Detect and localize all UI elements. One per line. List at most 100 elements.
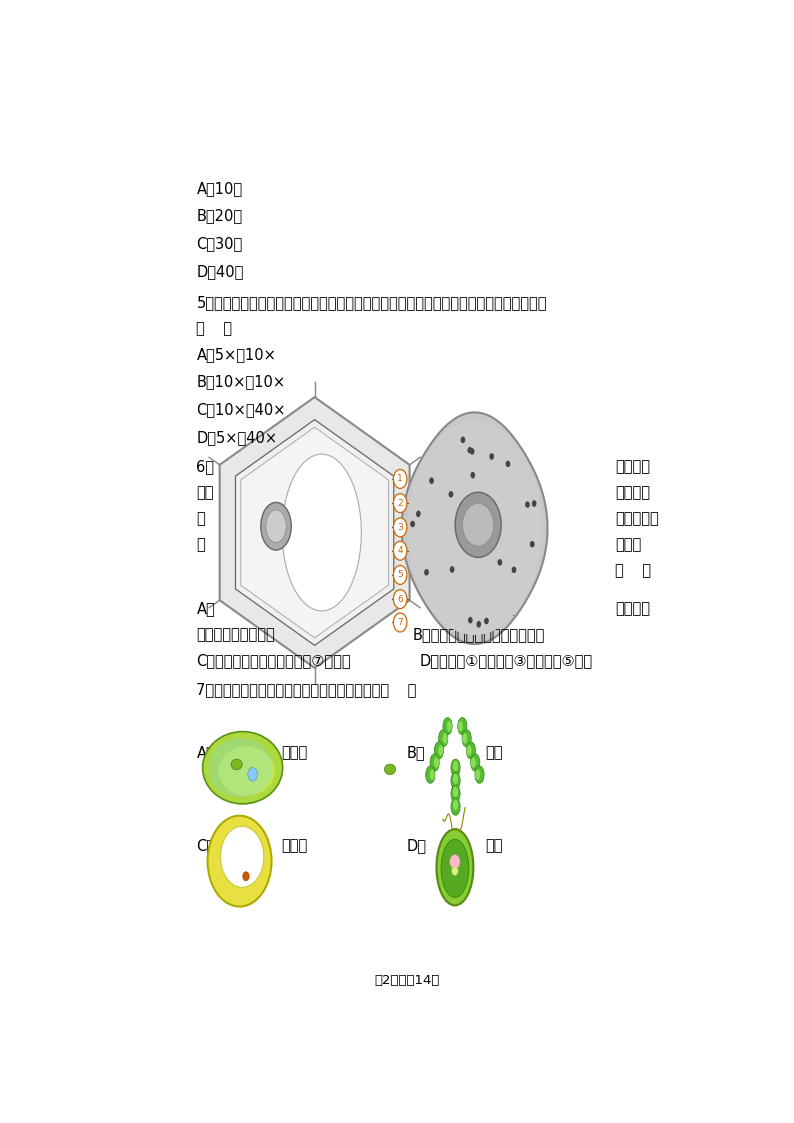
Text: B．两种细胞的分裂过程完全相同: B．两种细胞的分裂过程完全相同	[413, 627, 545, 642]
Text: 3: 3	[397, 523, 403, 532]
Circle shape	[393, 565, 407, 584]
Circle shape	[393, 541, 407, 560]
Text: D．5×、40×: D．5×、40×	[196, 430, 278, 445]
Text: A．: A．	[196, 601, 215, 617]
Ellipse shape	[209, 738, 272, 797]
Text: B．10×、10×: B．10×、10×	[196, 375, 286, 390]
Circle shape	[393, 469, 407, 489]
Text: 6．: 6．	[196, 459, 214, 474]
Ellipse shape	[462, 733, 468, 743]
Ellipse shape	[471, 757, 476, 768]
Circle shape	[393, 590, 407, 609]
Ellipse shape	[462, 730, 471, 747]
Ellipse shape	[451, 759, 461, 776]
Ellipse shape	[260, 502, 291, 550]
Ellipse shape	[434, 757, 439, 768]
Text: 乙两种细: 乙两种细	[615, 485, 650, 500]
Ellipse shape	[282, 454, 361, 611]
Ellipse shape	[447, 721, 452, 731]
Text: D．40条: D．40条	[196, 264, 244, 279]
Text: 的叙述，不: 的叙述，不	[615, 511, 659, 527]
Ellipse shape	[475, 766, 484, 784]
Ellipse shape	[407, 421, 542, 634]
Ellipse shape	[489, 453, 494, 459]
Circle shape	[393, 518, 407, 537]
Ellipse shape	[449, 491, 453, 497]
Ellipse shape	[207, 815, 272, 906]
Polygon shape	[402, 412, 548, 643]
Text: 5: 5	[397, 570, 403, 579]
Ellipse shape	[218, 747, 275, 796]
Ellipse shape	[506, 460, 511, 467]
Ellipse shape	[430, 769, 434, 779]
Circle shape	[248, 767, 257, 780]
Text: （    ）: （ ）	[196, 321, 233, 336]
Ellipse shape	[442, 733, 448, 743]
Text: 2: 2	[397, 499, 403, 508]
Ellipse shape	[530, 541, 534, 547]
Ellipse shape	[450, 566, 454, 573]
Ellipse shape	[458, 721, 463, 731]
Ellipse shape	[471, 472, 475, 478]
Ellipse shape	[525, 501, 530, 508]
Ellipse shape	[455, 492, 501, 557]
Circle shape	[449, 855, 460, 869]
Text: 6: 6	[397, 594, 403, 603]
Text: 正: 正	[196, 537, 205, 553]
Text: （    ）: （ ）	[615, 563, 651, 578]
Text: 酵母菌: 酵母菌	[281, 838, 307, 853]
Text: 甲: 甲	[336, 601, 345, 617]
Text: C．二者都有能量转换器－－⑦线粒体: C．二者都有能量转换器－－⑦线粒体	[196, 652, 351, 668]
Text: D．乙没有①细胞壁、③叶绿体和⑤液泡: D．乙没有①细胞壁、③叶绿体和⑤液泡	[419, 652, 592, 668]
Text: 4: 4	[397, 546, 403, 555]
Text: A．10条: A．10条	[196, 181, 243, 195]
Text: 5．你用显微镜观察洋葱表皮细胞，下列目镜和物镜组合中，所看到细胞个体最小的组合是: 5．你用显微镜观察洋葱表皮细胞，下列目镜和物镜组合中，所看到细胞个体最小的组合是	[196, 295, 547, 310]
Circle shape	[221, 827, 264, 887]
Ellipse shape	[410, 521, 415, 527]
Text: C．10×、40×: C．10×、40×	[196, 402, 286, 418]
Text: C．30条: C．30条	[196, 236, 243, 252]
Text: 甲是植物: 甲是植物	[615, 601, 650, 617]
Ellipse shape	[471, 754, 480, 772]
Text: 草履虫: 草履虫	[281, 745, 307, 759]
Ellipse shape	[461, 437, 465, 444]
Ellipse shape	[532, 500, 537, 506]
Ellipse shape	[434, 742, 444, 759]
Ellipse shape	[451, 785, 461, 802]
Text: 7: 7	[397, 618, 403, 627]
Ellipse shape	[438, 730, 448, 747]
Ellipse shape	[231, 759, 242, 769]
Circle shape	[243, 871, 249, 880]
Polygon shape	[220, 398, 410, 668]
Text: D．: D．	[407, 838, 427, 853]
Text: 1: 1	[397, 474, 403, 483]
Text: 乙: 乙	[506, 601, 515, 617]
Ellipse shape	[476, 621, 481, 628]
Text: B．: B．	[407, 745, 426, 759]
Polygon shape	[241, 427, 388, 638]
Text: 细胞，乙是动物细胞: 细胞，乙是动物细胞	[196, 627, 276, 642]
Ellipse shape	[430, 754, 439, 772]
Ellipse shape	[484, 618, 489, 624]
Text: 水绵: 水绵	[486, 745, 503, 759]
Text: 下列关于: 下列关于	[615, 459, 650, 474]
Ellipse shape	[202, 731, 283, 804]
Ellipse shape	[453, 774, 458, 784]
Text: 衣藻: 衣藻	[486, 838, 503, 853]
Ellipse shape	[424, 569, 429, 576]
Ellipse shape	[453, 787, 458, 797]
Text: 甲、: 甲、	[196, 485, 214, 500]
Circle shape	[452, 866, 458, 876]
Ellipse shape	[467, 746, 472, 756]
Ellipse shape	[498, 559, 503, 566]
Ellipse shape	[511, 566, 516, 573]
Text: 7．下列几种生物中，身体由多个细胞构成的是（    ）: 7．下列几种生物中，身体由多个细胞构成的是（ ）	[196, 683, 417, 697]
Polygon shape	[236, 420, 394, 646]
Ellipse shape	[468, 617, 472, 623]
Ellipse shape	[451, 798, 461, 815]
Ellipse shape	[443, 718, 452, 734]
Ellipse shape	[266, 510, 286, 542]
Text: 第2页，共14页: 第2页，共14页	[374, 974, 440, 987]
Text: A．: A．	[196, 745, 215, 759]
Ellipse shape	[457, 718, 467, 734]
